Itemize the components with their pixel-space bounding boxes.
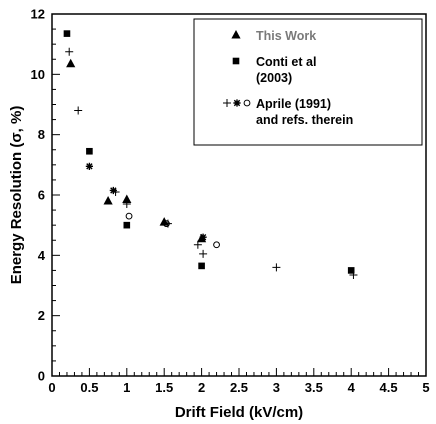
circle-point xyxy=(213,241,220,249)
x-tick-label: 0 xyxy=(48,380,55,395)
triangle-point xyxy=(122,194,132,204)
circle-point-shape xyxy=(125,212,133,220)
y-tick-label: 12 xyxy=(31,7,45,22)
legend-labels: This Work Conti et al (2003) Aprile (1991) a… xyxy=(256,29,353,127)
y-tick-label: 4 xyxy=(38,248,46,263)
square-point xyxy=(123,221,131,229)
legend-label: and refs. therein xyxy=(256,113,353,127)
square-point xyxy=(86,147,93,155)
x-tick-label: 1.5 xyxy=(155,380,173,395)
circle-point-shape xyxy=(163,220,170,228)
triangle-point-shape xyxy=(122,194,132,204)
plus-point xyxy=(122,200,131,209)
plus-point xyxy=(349,270,358,279)
plus-point xyxy=(193,240,202,249)
legend-label: Aprile (1991) xyxy=(256,97,331,111)
plus-point-shape xyxy=(193,240,202,249)
plus-point xyxy=(199,249,208,258)
legend-box xyxy=(193,18,423,146)
data-points xyxy=(63,30,358,279)
star-point xyxy=(199,233,207,241)
star-point xyxy=(109,186,117,195)
x-tick-label: 4.5 xyxy=(380,380,398,395)
square-point xyxy=(198,262,205,270)
y-tick-label: 0 xyxy=(38,369,45,384)
plus-point xyxy=(74,106,83,115)
star-point-shape xyxy=(109,186,117,195)
triangle-point xyxy=(66,58,76,68)
triangle-point-shape xyxy=(103,196,113,205)
legend-circle-marker-shape xyxy=(243,99,251,107)
star-point-shape xyxy=(85,162,93,170)
triangle-point-shape xyxy=(66,58,76,68)
y-axis-title: Energy Resolution (σ, %) xyxy=(8,106,25,285)
circle-point xyxy=(163,220,170,228)
x-tick-label: 5 xyxy=(422,380,429,395)
legend-label: (2003) xyxy=(256,71,292,85)
x-tick-label: 4 xyxy=(348,380,356,395)
legend-star-marker-shape xyxy=(233,99,241,107)
plus-point-shape xyxy=(349,270,358,279)
x-tick-label: 0.5 xyxy=(80,380,98,395)
legend-markers xyxy=(223,30,251,107)
legend-square-marker xyxy=(232,57,240,65)
x-axis-title: Drift Field (kV/cm) xyxy=(175,404,303,421)
legend-triangle-marker xyxy=(231,30,241,39)
y-tick-label: 10 xyxy=(31,67,45,82)
y-tick-label: 8 xyxy=(38,127,45,142)
x-tick-label: 3 xyxy=(273,380,280,395)
y-tick-label: 6 xyxy=(38,188,45,203)
square-point-shape xyxy=(198,262,205,270)
plus-point-shape xyxy=(122,200,131,209)
plus-point-shape xyxy=(65,47,74,56)
square-point xyxy=(63,30,71,37)
x-tick-label: 2 xyxy=(198,380,205,395)
y-tick-label: 2 xyxy=(38,308,45,323)
legend: This Work Conti et al (2003) Aprile (1991) a… xyxy=(193,18,423,146)
plus-point-shape xyxy=(74,106,83,115)
square-point-shape xyxy=(123,221,131,229)
star-point-shape xyxy=(199,233,207,241)
circle-point-shape xyxy=(213,241,220,249)
axis-ticks xyxy=(51,13,427,377)
axis-tick-labels: 0 0.5 1 1.5 2 2.5 3 3.5 4 4.5 5 0 2 4 6 8 10 12 xyxy=(31,7,430,396)
legend-triangle-marker-shape xyxy=(231,30,241,39)
plus-point xyxy=(272,263,281,272)
legend-label: This Work xyxy=(256,29,316,43)
plus-point-shape xyxy=(199,249,208,258)
legend-circle-marker xyxy=(243,99,251,107)
x-tick-label: 1 xyxy=(123,380,130,395)
legend-plus-marker-shape xyxy=(223,99,231,107)
square-point-shape xyxy=(86,147,93,155)
square-point-shape xyxy=(63,30,71,37)
legend-star-marker xyxy=(233,99,241,107)
plus-point xyxy=(65,47,74,56)
legend-square-marker-shape xyxy=(232,57,240,65)
legend-label: Conti et al xyxy=(256,55,316,69)
square-point xyxy=(347,267,355,274)
x-tick-label: 2.5 xyxy=(230,380,248,395)
circle-point xyxy=(125,212,133,220)
star-point xyxy=(85,162,93,170)
square-point-shape xyxy=(347,267,355,274)
legend-plus-marker xyxy=(223,99,231,107)
triangle-point xyxy=(103,196,113,205)
x-tick-label: 3.5 xyxy=(305,380,323,395)
plus-point-shape xyxy=(272,263,281,272)
